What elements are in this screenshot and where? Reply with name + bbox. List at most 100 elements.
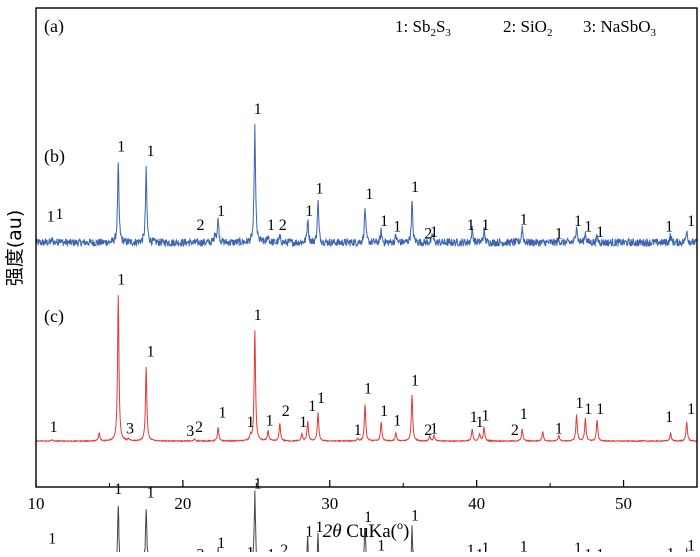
legend-entry-3: 3: NaSbO3 (583, 17, 657, 39)
peak-label: 1 (467, 217, 475, 234)
peak-label: 1 (430, 224, 438, 241)
peak-label: 1 (411, 179, 419, 196)
peak-label: 1 (555, 420, 563, 437)
legend: 1: Sb2S3 2: SiO2 3: NaSbO3 (395, 17, 657, 39)
peak-label: 1 (687, 213, 695, 230)
peak-label: 2 (195, 419, 203, 436)
peak-label: 1 (114, 481, 122, 498)
peak-label: 1 (584, 547, 592, 552)
peak-label: 1 (470, 409, 478, 426)
peak-label: 1 (267, 547, 275, 552)
peak-label: 1 (117, 139, 125, 156)
peak-label: 1 (574, 540, 582, 552)
trace-b (35, 295, 698, 443)
y-axis-title: 强度(au) (4, 210, 26, 287)
panel-label-c: (c) (44, 306, 64, 327)
peak-label: 1 (247, 544, 255, 552)
peak-label: 1 (354, 422, 362, 439)
x-axis: 10 20 30 40 50 (28, 480, 632, 513)
x-tick-label: 50 (615, 494, 632, 513)
peak-label: 1 (317, 390, 325, 407)
peak-label: 1 (48, 531, 56, 548)
peak-label: 1 (555, 225, 563, 242)
peak-label: 1 (596, 547, 604, 552)
peak-label: 1 (665, 409, 673, 426)
peak-label: 1 (687, 401, 695, 418)
peak-label: 1 (665, 218, 673, 235)
peak-label: 1 (584, 218, 592, 235)
x-tick-label: 10 (28, 494, 45, 513)
peak-label: 1 (596, 401, 604, 418)
peak-label: 1 (56, 206, 64, 223)
peak-label: 1 (254, 307, 262, 324)
peak-label: 1 (380, 403, 388, 420)
trace-a (35, 124, 698, 248)
peak-label: 2 (282, 403, 290, 420)
peak-label: 1 (393, 218, 401, 235)
peak-label: 2 (424, 422, 432, 439)
peak-label: 1 (217, 535, 225, 552)
legend-entry-2: 2: SiO2 (503, 17, 552, 39)
peak-label: 1 (316, 519, 324, 536)
panel-label-a: (a) (44, 16, 64, 37)
peak-label: 1 (316, 181, 324, 198)
peak-label: 2 (280, 542, 288, 552)
peak-label: 1 (308, 398, 316, 415)
peak-label: 2 (197, 547, 205, 552)
peak-label: 1 (305, 524, 313, 541)
peak-label: 2 (197, 217, 205, 234)
peak-label: 1 (254, 101, 262, 118)
peak-label: 1 (147, 143, 155, 160)
peak-label: 1 (266, 412, 274, 429)
peak-label: 2 (511, 422, 519, 439)
peak-label: 1 (147, 344, 155, 361)
peak-label: 1 (217, 203, 225, 220)
peak-label: 1 (584, 401, 592, 418)
peak-label: 1 (411, 508, 419, 525)
peak-label: 1 (520, 539, 528, 552)
x-tick-label: 30 (321, 494, 338, 513)
peak-label: 1 (365, 186, 373, 203)
peak-label: 3 (186, 423, 194, 440)
peak-label: 1 (305, 203, 313, 220)
peak-label: 1 (482, 217, 490, 234)
peak-label: 1 (219, 404, 227, 421)
peak-label: 1 (430, 420, 438, 437)
peak-label: 1 (520, 211, 528, 228)
x-axis-title: 2θ CuKa(o) (323, 518, 410, 542)
peak-label: 1 (576, 395, 584, 412)
peak-label: 1 (364, 509, 372, 526)
peak-label: 1 (411, 372, 419, 389)
peak-label: 1 (393, 412, 401, 429)
peak-label: 1 (482, 408, 490, 425)
peak-label: 2 (424, 225, 432, 242)
peak-label: 1 (247, 414, 255, 431)
panel-label-b: (b) (44, 146, 65, 167)
peak-label: 1 (380, 213, 388, 230)
peak-label: 1 (254, 475, 262, 492)
plot-frame (35, 7, 698, 488)
peak-label: 2 (279, 217, 287, 234)
peak-label: 1 (267, 217, 275, 234)
peak-label: 1 (574, 213, 582, 230)
peak-label: 1 (467, 542, 475, 552)
peak-label: 1 (50, 419, 58, 436)
x-tick-label: 20 (174, 494, 191, 513)
peak-label: 1 (667, 546, 675, 553)
legend-entry-1: 1: Sb2S3 (395, 17, 451, 39)
peak-label: 1 (687, 538, 695, 553)
peak-label: 1 (476, 414, 484, 431)
peak-label: 1 (364, 380, 372, 397)
peak-label: 1 (596, 224, 604, 241)
peak-label: 1 (482, 540, 490, 552)
x-tick-label: 40 (468, 494, 485, 513)
peak-label: 1 (47, 209, 55, 226)
peak-label: 1 (520, 406, 528, 423)
peak-label: 1 (299, 414, 307, 431)
peak-label: 1 (147, 485, 155, 502)
peak-label: 1 (377, 538, 385, 553)
peak-label: 1 (117, 272, 125, 289)
